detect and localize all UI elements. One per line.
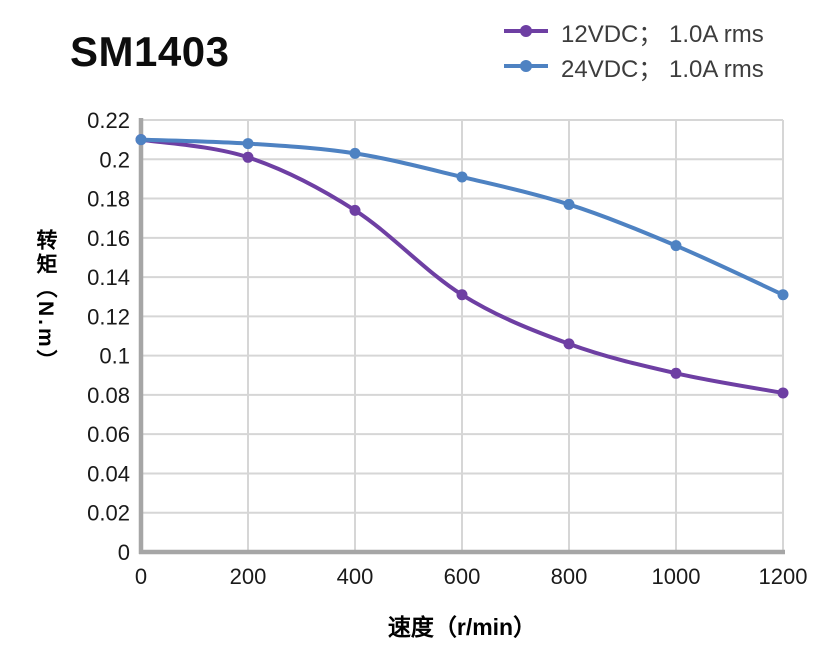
series-point-12vdc xyxy=(777,387,789,399)
series-point-24vdc xyxy=(135,134,147,146)
series-point-24vdc xyxy=(242,138,254,150)
y-tick-label: 0.16 xyxy=(87,226,130,251)
x-tick-label: 1200 xyxy=(759,564,808,589)
legend: 12VDC； 1.0A rms 24VDC； 1.0A rms xyxy=(503,14,764,83)
series-point-24vdc xyxy=(670,240,682,252)
y-tick-label: 0.06 xyxy=(87,422,130,447)
y-axis-title: 转矩（N.m） xyxy=(34,229,57,374)
x-tick-label: 400 xyxy=(337,564,374,589)
legend-label-24vdc: 24VDC； 1.0A rms xyxy=(561,55,764,83)
y-tick-label: 0.1 xyxy=(99,344,130,369)
y-tick-label: 0.08 xyxy=(87,383,130,408)
series-point-12vdc xyxy=(563,338,575,350)
legend-item-24vdc: 24VDC； 1.0A rms xyxy=(503,49,764,83)
series-point-24vdc xyxy=(777,289,789,301)
y-tick-label: 0.04 xyxy=(87,461,130,486)
x-tick-label: 1000 xyxy=(652,564,701,589)
y-tick-label: 0.22 xyxy=(87,108,130,133)
x-tick-label: 800 xyxy=(551,564,588,589)
y-tick-label: 0.18 xyxy=(87,187,130,212)
x-axis-title: 速度（r/min） xyxy=(387,614,537,640)
x-tick-label: 600 xyxy=(444,564,481,589)
series-point-24vdc xyxy=(563,198,575,210)
series-point-12vdc xyxy=(242,151,254,163)
series-point-12vdc xyxy=(349,204,361,216)
y-tick-label: 0.14 xyxy=(87,265,130,290)
legend-marker-24vdc-icon xyxy=(504,60,548,72)
y-tick-label: 0.02 xyxy=(87,501,130,526)
legend-label-12vdc: 12VDC； 1.0A rms xyxy=(561,20,764,48)
series-point-24vdc xyxy=(349,147,361,159)
y-tick-label: 0 xyxy=(118,540,130,565)
legend-marker-12vdc-icon xyxy=(504,25,548,37)
x-tick-label: 200 xyxy=(230,564,267,589)
y-tick-label: 0.12 xyxy=(87,304,130,329)
chart-title: SM1403 xyxy=(70,28,230,75)
x-tick-label: 0 xyxy=(135,564,147,589)
series-point-12vdc xyxy=(456,289,468,301)
series-point-24vdc xyxy=(456,171,468,183)
series-point-12vdc xyxy=(670,367,682,379)
y-tick-label: 0.2 xyxy=(99,147,130,172)
legend-item-12vdc: 12VDC； 1.0A rms xyxy=(503,14,764,48)
